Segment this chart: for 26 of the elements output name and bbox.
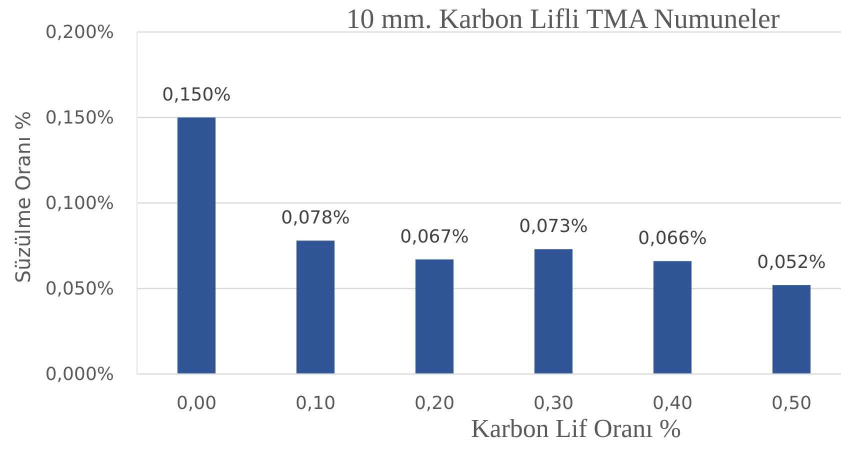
x-tick-label: 0,50	[771, 392, 812, 414]
data-label: 0,150%	[162, 84, 231, 106]
x-tick-label: 0,10	[295, 392, 336, 414]
bar	[415, 259, 454, 374]
data-label: 0,066%	[638, 228, 707, 250]
x-tick-label: 0,30	[533, 392, 574, 414]
data-label: 0,052%	[757, 252, 826, 274]
data-label: 0,067%	[400, 226, 469, 248]
y-tick-label: 0,100%	[45, 192, 114, 214]
bar	[772, 285, 811, 374]
y-tick-label: 0,000%	[45, 364, 114, 385]
y-tick-label: 0,150%	[45, 107, 114, 128]
y-axis-title: Süzülme Oranı %	[11, 110, 35, 284]
y-tick-label: 0,050%	[45, 278, 114, 300]
x-tick-label: 0,20	[414, 392, 455, 414]
chart-title: 10 mm. Karbon Lifli TMA Numuneler	[346, 4, 780, 35]
bar	[653, 261, 692, 374]
data-label: 0,078%	[281, 208, 350, 229]
data-label: 0,073%	[519, 216, 588, 238]
bar	[177, 118, 216, 374]
bar	[296, 240, 335, 374]
x-tick-label: 0,40	[652, 392, 693, 414]
x-tick-label: 0,00	[176, 392, 217, 414]
y-tick-label: 0,200%	[45, 22, 114, 43]
bar	[534, 249, 573, 374]
x-axis-title: Karbon Lif Oranı %	[470, 414, 682, 443]
